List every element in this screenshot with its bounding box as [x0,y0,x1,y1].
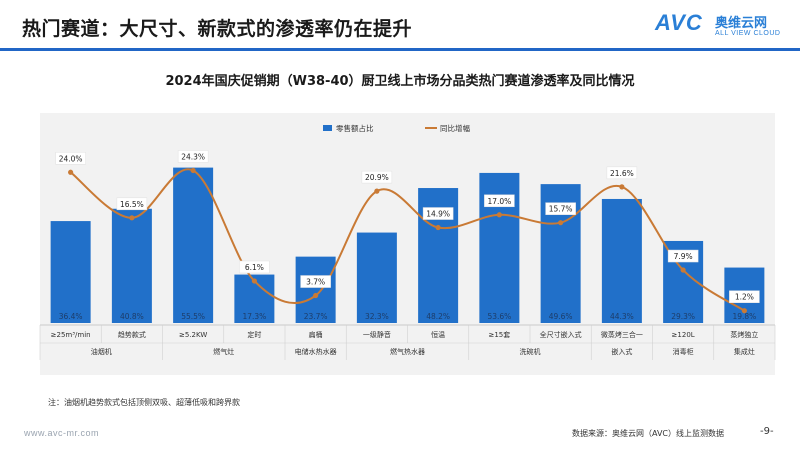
website-url[interactable]: www.avc-mr.com [24,428,100,438]
growth-point [435,224,441,231]
growth-label-box [55,152,86,165]
x-group-label: 嵌入式 [611,347,632,356]
x-group-label: 电储水热水器 [295,347,337,356]
footnote: 注：油烟机趋势款式包括顶侧双吸、超薄低吸和跨界款 [48,398,240,407]
growth-point [313,292,319,299]
growth-value-label: 14.9% [426,210,450,219]
bar [111,208,152,323]
growth-value-label: 7.9% [674,252,693,261]
x-tick-label: 恒温 [431,330,445,339]
bar-value-label: 49.6% [549,312,573,321]
page-title: 热门赛道：大尺寸、新款式的渗透率仍在提升 [22,18,413,40]
growth-label-box [484,194,515,208]
bar [601,198,642,323]
growth-point [129,215,135,221]
data-source: 数据来源：奥维云网（AVC）线上监测数据 [572,429,725,438]
growth-value-label: 15.7% [549,205,573,214]
x-group-label: 燃气热水器 [390,347,425,356]
x-tick-label: ≥15套 [488,330,510,339]
x-group-label: 燃气灶 [213,347,234,356]
growth-label-box [116,197,148,211]
growth-value-label: 20.9% [365,173,389,182]
bar-value-label: 23.7% [304,312,328,321]
bar [50,221,91,323]
bar-value-label: 40.8% [120,312,144,321]
growth-point [68,169,74,175]
growth-point [741,308,747,314]
bar-value-label: 55.5% [181,312,205,321]
x-tick-label: ≥120L [672,331,695,339]
x-tick-label: 扁桶 [309,330,323,339]
bar-value-label: 48.2% [426,312,450,321]
bar [356,232,397,323]
bar [173,167,214,323]
x-group-label: 消毒柜 [673,347,694,356]
growth-label-box [729,290,760,303]
logo-english-text: ALL VIEW CLOUD [715,30,781,37]
bar-value-label: 53.6% [487,312,511,321]
growth-label-box [361,170,393,184]
growth-point [680,267,686,273]
growth-label-box [545,202,576,215]
growth-label-box [300,275,331,288]
bar [295,256,336,323]
logo-chinese-text: 奥维云网 [715,16,768,31]
growth-value-label: 6.1% [245,263,264,272]
bar-value-label: 17.3% [242,312,266,321]
header-divider [0,48,800,51]
growth-value-label: 21.6% [610,169,634,178]
growth-value-label: 1.2% [735,293,754,302]
growth-point [558,220,564,226]
logo-avc-text: AVC [655,10,703,35]
bar-value-label: 36.4% [59,312,83,321]
growth-label-box [239,260,270,274]
x-group-label: 集成灶 [734,347,755,356]
growth-label-box [606,166,638,180]
growth-point [374,188,380,194]
bar-value-label: 32.3% [365,312,389,321]
growth-value-label: 24.0% [59,154,83,163]
bar-value-label: 19.8% [732,312,756,321]
x-tick-label: 全尺寸嵌入式 [540,330,582,339]
header: 热门赛道：大尺寸、新款式的渗透率仍在提升 AVC 奥维云网 ALL VIEW C… [0,0,800,56]
growth-point [251,278,257,284]
legend-swatch-bar [323,125,332,131]
growth-line [70,168,745,312]
growth-label-box [177,150,209,163]
growth-value-label: 3.7% [306,278,325,287]
page-number: -9- [760,426,774,437]
chart-title: 2024年国庆促销期（W38-40）厨卫线上市场分品类热门赛道渗透率及同比情况 [165,74,635,89]
growth-value-label: 24.3% [181,152,205,161]
growth-label-box [667,249,699,263]
x-tick-label: ≥25m³/min [51,331,91,339]
x-tick-label: ≥5.2KW [179,331,207,339]
x-tick-label: 蒸烤独立 [730,330,758,339]
bar-value-label: 29.3% [671,312,695,321]
growth-label-box [422,207,454,220]
x-tick-label: 定时 [247,330,261,339]
growth-point [619,184,625,190]
growth-value-label: 16.5% [120,200,144,209]
avc-logo: AVC 奥维云网 ALL VIEW CLOUD [655,8,790,44]
bar-value-label: 44.3% [610,312,634,321]
legend-label-line: 同比增幅 [440,123,470,133]
growth-point [496,212,502,218]
x-tick-label: 趋势款式 [118,330,146,339]
x-tick-label: 微蒸烤三合一 [601,330,643,339]
x-tick-label: 一级静音 [363,330,391,339]
x-group-label: 洗碗机 [520,347,541,356]
growth-point [190,167,196,174]
growth-value-label: 17.0% [487,197,511,206]
legend-label-bar: 零售额占比 [336,123,374,133]
x-group-label: 油烟机 [91,347,112,356]
